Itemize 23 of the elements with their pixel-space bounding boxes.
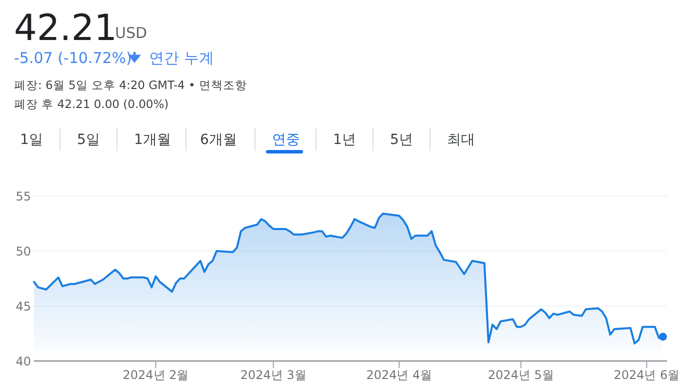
text: 폐장: 6월 5일 오후 4:20 GMT-4 • 면책조항 bbox=[14, 78, 247, 92]
text: 1년 bbox=[333, 132, 356, 148]
text: 5년 bbox=[390, 132, 413, 148]
y-tick-label: 50 bbox=[16, 244, 31, 258]
text: 폐장 후 42.21 0.00 (0.00%) bbox=[14, 97, 169, 111]
text: 1일 bbox=[20, 132, 43, 148]
x-tick-label: 2024년 4월 bbox=[366, 368, 432, 382]
x-tick-label: 2024년 6월 bbox=[614, 368, 680, 382]
x-tick-label: 2024년 5월 bbox=[488, 368, 554, 382]
text: 연간 누계 bbox=[149, 49, 214, 67]
text: 연중 bbox=[272, 132, 300, 148]
text: -5.07 (-10.72%) bbox=[14, 49, 132, 67]
text: 5일 bbox=[77, 132, 100, 148]
y-tick-label: 55 bbox=[16, 190, 31, 204]
text: 최대 bbox=[447, 132, 475, 148]
x-tick-label: 2024년 2월 bbox=[122, 368, 189, 382]
y-tick-label: 40 bbox=[16, 354, 31, 368]
chart-title: 42.21 bbox=[14, 8, 118, 49]
y-tick-label: 45 bbox=[16, 300, 31, 314]
x-tick-label: 2024년 3월 bbox=[240, 368, 306, 382]
text: 1개월 bbox=[134, 132, 171, 148]
text: 6개월 bbox=[200, 132, 237, 148]
chart-subtitle: USD bbox=[115, 24, 148, 42]
